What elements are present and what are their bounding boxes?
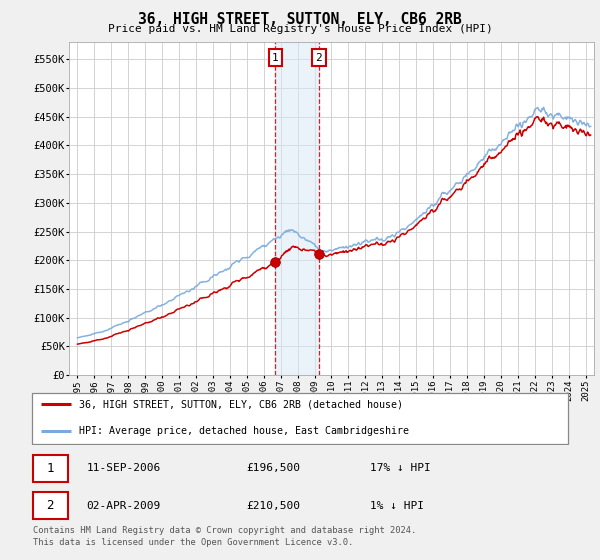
Text: 36, HIGH STREET, SUTTON, ELY, CB6 2RB: 36, HIGH STREET, SUTTON, ELY, CB6 2RB (138, 12, 462, 27)
Text: 1% ↓ HPI: 1% ↓ HPI (370, 501, 424, 511)
FancyBboxPatch shape (32, 393, 568, 444)
Text: 02-APR-2009: 02-APR-2009 (86, 501, 161, 511)
Text: 2: 2 (316, 53, 322, 63)
Text: 1: 1 (46, 462, 54, 475)
Text: Contains HM Land Registry data © Crown copyright and database right 2024.: Contains HM Land Registry data © Crown c… (33, 526, 416, 535)
Text: HPI: Average price, detached house, East Cambridgeshire: HPI: Average price, detached house, East… (79, 426, 409, 436)
Text: Price paid vs. HM Land Registry's House Price Index (HPI): Price paid vs. HM Land Registry's House … (107, 24, 493, 34)
Text: This data is licensed under the Open Government Licence v3.0.: This data is licensed under the Open Gov… (33, 538, 353, 547)
Text: £210,500: £210,500 (246, 501, 300, 511)
Text: 1: 1 (272, 53, 279, 63)
Text: 11-SEP-2006: 11-SEP-2006 (86, 464, 161, 473)
Text: 36, HIGH STREET, SUTTON, ELY, CB6 2RB (detached house): 36, HIGH STREET, SUTTON, ELY, CB6 2RB (d… (79, 399, 403, 409)
FancyBboxPatch shape (33, 455, 68, 482)
Text: 17% ↓ HPI: 17% ↓ HPI (370, 464, 431, 473)
Bar (275, 42, 319, 375)
Text: £196,500: £196,500 (246, 464, 300, 473)
Text: 2: 2 (46, 499, 54, 512)
FancyBboxPatch shape (33, 492, 68, 519)
